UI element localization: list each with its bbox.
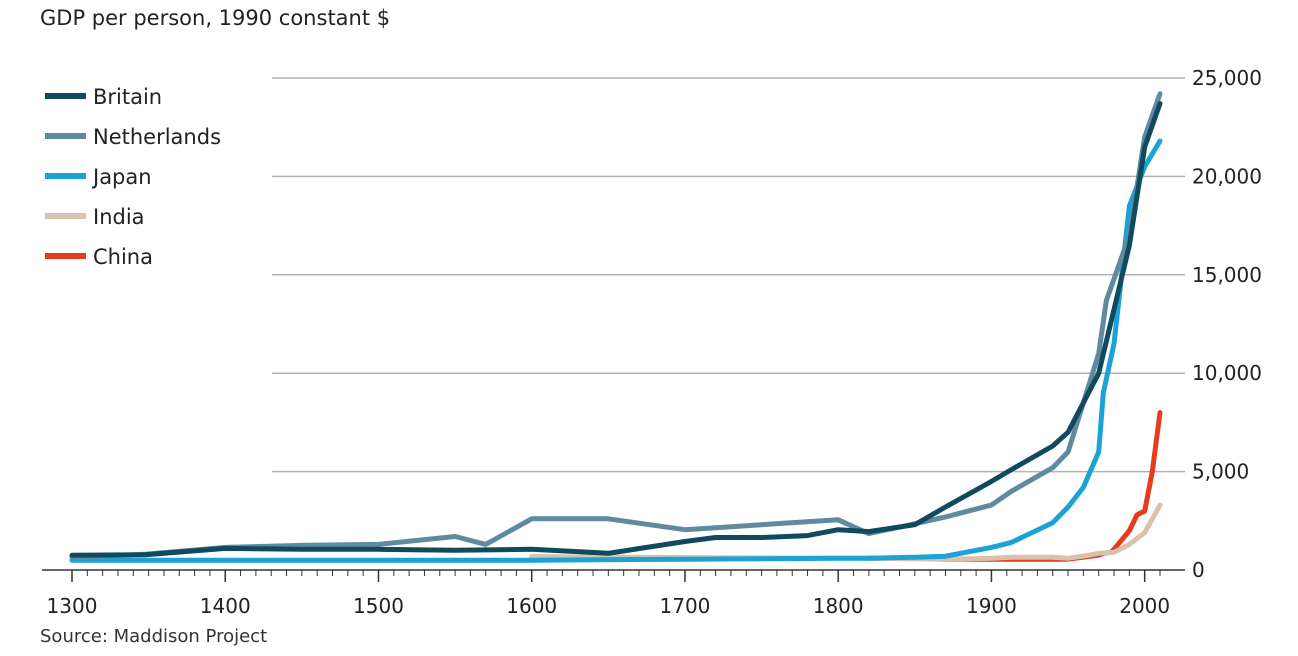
- x-tick-label: 1400: [200, 594, 251, 618]
- series-line-china: [866, 410, 1163, 562]
- x-tick-label: 2000: [1119, 594, 1170, 618]
- legend-label-netherlands: Netherlands: [93, 125, 221, 149]
- x-tick-label: 1800: [813, 594, 864, 618]
- y-tick-label: 15,000: [1192, 263, 1262, 287]
- y-tick-label: 20,000: [1192, 164, 1262, 188]
- series-line-britain: [69, 101, 1163, 558]
- y-tick-label: 5,000: [1192, 460, 1249, 484]
- chart-subtitle: GDP per person, 1990 constant $: [40, 6, 391, 30]
- gridlines: [272, 77, 1185, 473]
- series-lines: [69, 91, 1163, 563]
- series-line-netherlands: [69, 91, 1163, 560]
- legend-label-china: China: [93, 245, 153, 269]
- series-line-japan: [69, 138, 1163, 563]
- y-tick-label: 10,000: [1192, 361, 1262, 385]
- legend-label-britain: Britain: [93, 85, 162, 109]
- x-tick-label: 1300: [47, 594, 98, 618]
- legend-label-japan: Japan: [91, 165, 152, 189]
- legend-label-india: India: [93, 205, 145, 229]
- x-tick-label: 1500: [353, 594, 404, 618]
- y-tick-label: 0: [1192, 558, 1205, 582]
- x-axis: 1300 1400 1500 1600 1700 1800 1900 2000: [42, 569, 1185, 618]
- x-tick-label: 1600: [506, 594, 557, 618]
- source-note: Source: Maddison Project: [40, 626, 268, 647]
- y-axis-labels: 0 5,000 10,000 15,000 20,000 25,000: [1192, 66, 1262, 582]
- x-tick-label: 1900: [966, 594, 1017, 618]
- legend: Britain Netherlands Japan India China: [45, 85, 221, 269]
- x-tick-label: 1700: [660, 594, 711, 618]
- y-tick-label: 25,000: [1192, 66, 1262, 90]
